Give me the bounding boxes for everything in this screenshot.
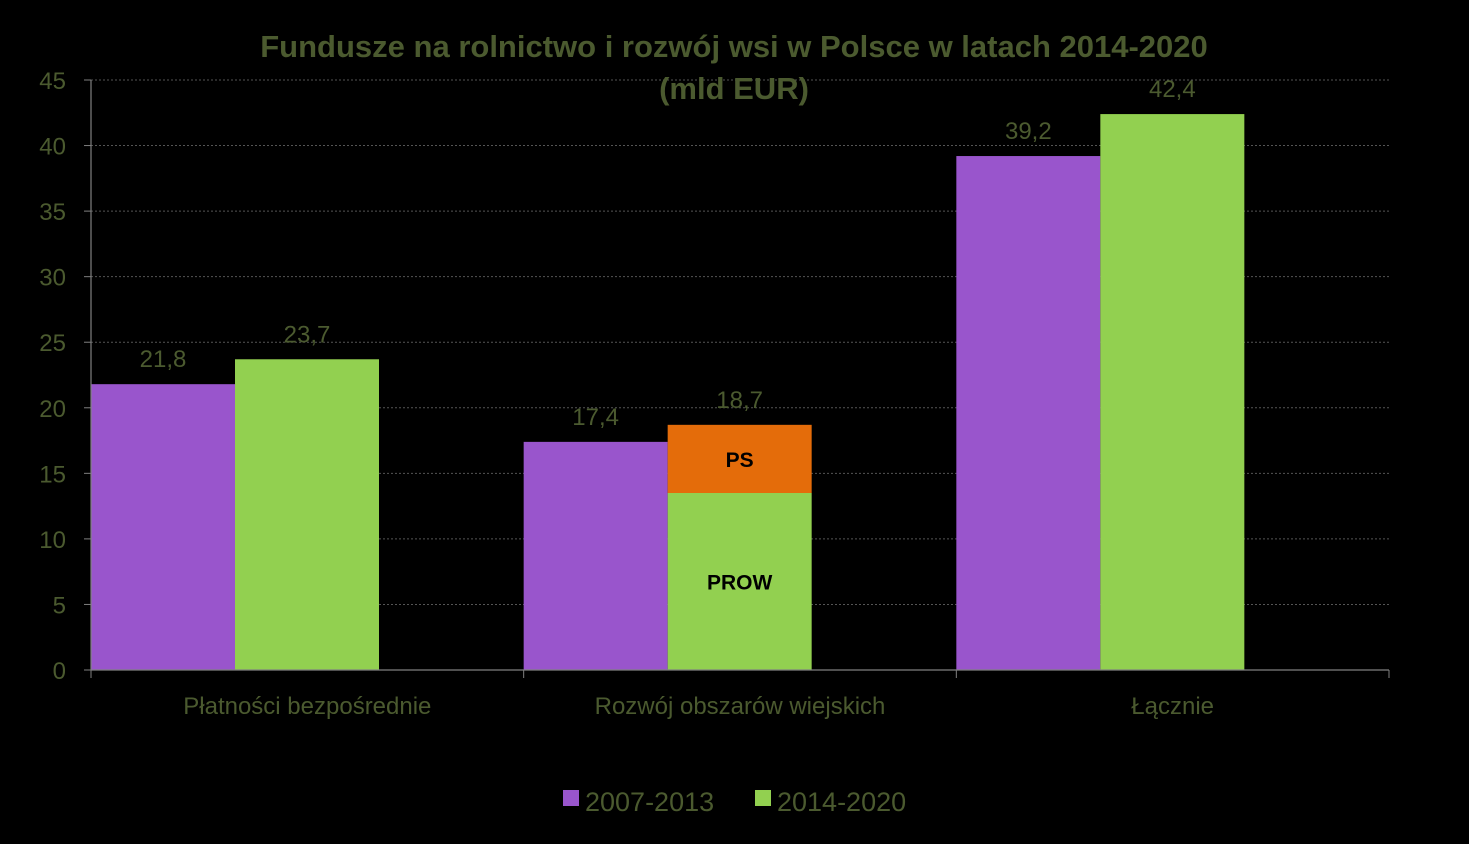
y-tick-label: 15 bbox=[39, 461, 66, 488]
y-tick-label: 40 bbox=[39, 134, 66, 161]
legend-swatch bbox=[563, 790, 579, 806]
bar-segment-prow bbox=[667, 493, 812, 670]
chart-subtitle: (mld EUR) bbox=[659, 71, 809, 106]
segment-label: PS bbox=[726, 449, 754, 472]
chart-title: Fundusze na rolnictwo i rozwój wsi w Pol… bbox=[260, 29, 1208, 64]
bar bbox=[1100, 114, 1245, 671]
data-label: 39,2 bbox=[1005, 118, 1052, 145]
data-label: 17,4 bbox=[572, 404, 619, 431]
y-tick-label: 25 bbox=[39, 330, 66, 357]
y-tick-label: 10 bbox=[39, 527, 66, 554]
y-tick-label: 5 bbox=[53, 592, 66, 619]
bar bbox=[523, 441, 668, 670]
y-tick-label: 35 bbox=[39, 199, 66, 226]
data-labels: 21,8 23,7 17,4 PROW PS 18,7 39,2 42,4 bbox=[140, 76, 1196, 594]
data-label: 18,7 bbox=[716, 387, 763, 414]
segment-label: PROW bbox=[707, 572, 773, 595]
legend-label: 2007-2013 bbox=[585, 787, 714, 817]
bar bbox=[91, 384, 235, 670]
x-category-label: Łącznie bbox=[1131, 693, 1214, 720]
axes: 0 5 10 15 20 25 30 35 40 45 Płatności bezpośrednie… bbox=[39, 68, 1390, 720]
y-tick-label: 20 bbox=[39, 396, 66, 423]
data-label: 21,8 bbox=[140, 346, 187, 373]
data-label: 42,4 bbox=[1149, 76, 1196, 103]
bars bbox=[91, 114, 1245, 671]
x-category-label: Rozwój obszarów wiejskich bbox=[595, 693, 886, 720]
y-tick-label: 30 bbox=[39, 265, 66, 292]
legend-label: 2014-2020 bbox=[777, 787, 906, 817]
y-tick-label: 0 bbox=[53, 658, 66, 685]
legend: 2007-2013 2014-2020 bbox=[563, 787, 906, 817]
bar bbox=[235, 359, 379, 670]
bar bbox=[956, 156, 1101, 671]
data-label: 23,7 bbox=[284, 321, 331, 348]
x-category-label: Płatności bezpośrednie bbox=[183, 693, 431, 720]
bar-segment-ps bbox=[667, 424, 812, 493]
legend-swatch bbox=[755, 790, 771, 806]
y-tick-label: 45 bbox=[39, 68, 66, 95]
